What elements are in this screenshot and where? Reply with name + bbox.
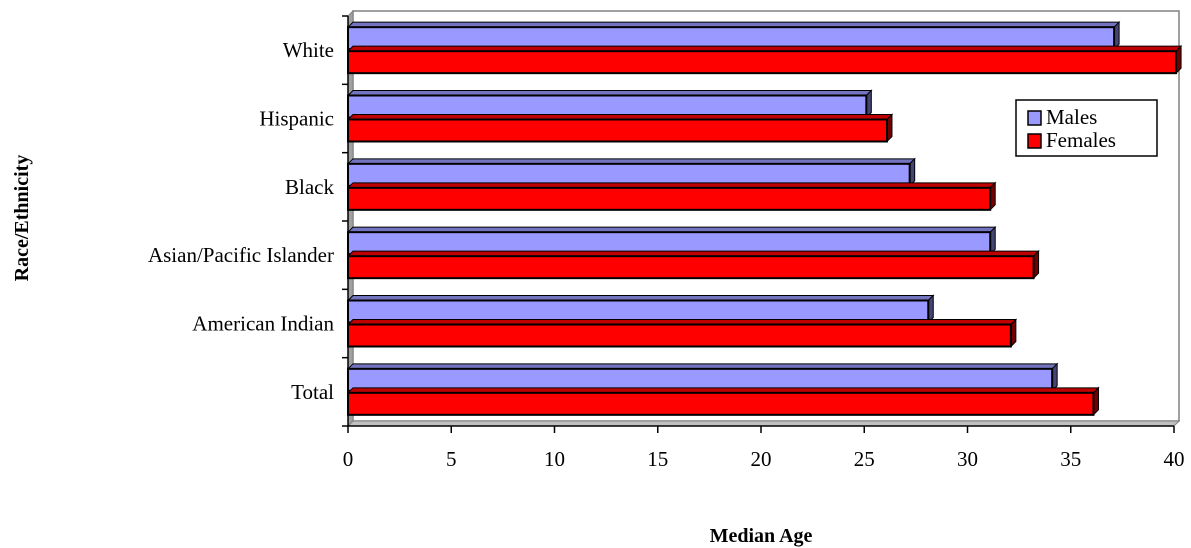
bar-females [346,386,1100,417]
legend-swatch-males [1027,110,1042,126]
category-label: Total [291,380,334,404]
x-tick-label: 5 [446,447,457,471]
category-label: Black [285,175,334,199]
bar-males [346,157,916,188]
bar-males [346,89,873,119]
bar-front-face [347,255,1035,280]
x-tick-label: 0 [343,447,354,471]
x-tick-label: 25 [854,447,875,471]
legend-label-females: Females [1046,128,1116,152]
y-axis-title: Race/Ethnicity [11,155,33,282]
bar-females [346,44,1183,75]
bar-females [346,318,1018,348]
category-label: White [283,38,334,62]
bar-males [346,294,935,324]
category-label: Asian/Pacific Islander [148,243,334,267]
x-tick-label: 10 [544,447,565,471]
x-tick-label: 20 [751,447,772,471]
legend-swatch-females [1027,133,1042,149]
category-label: American Indian [192,312,334,336]
bar-females [346,249,1040,280]
x-tick-label: 40 [1164,447,1185,471]
x-tick-label: 35 [1060,447,1081,471]
legend-label-males: Males [1046,105,1097,129]
bar-females [346,113,894,143]
bar-front-face [347,118,888,143]
bar-males [346,20,1121,51]
bar-females [346,181,997,212]
category-label: Hispanic [259,107,334,131]
axes-layer: Total American Indian Asian/Pacific Island… [148,15,1185,471]
x-tick-label: 30 [957,447,978,471]
bar-front-face [347,323,1012,348]
bar-front-face [347,186,992,211]
bar-front-face [347,391,1095,416]
x-tick-label: 15 [647,447,668,471]
bar-males [346,362,1059,393]
plot-back-wall [352,10,1180,422]
bar-front-face [347,50,1178,75]
bar-males [346,225,997,256]
x-axis-title: Median Age [710,525,813,547]
